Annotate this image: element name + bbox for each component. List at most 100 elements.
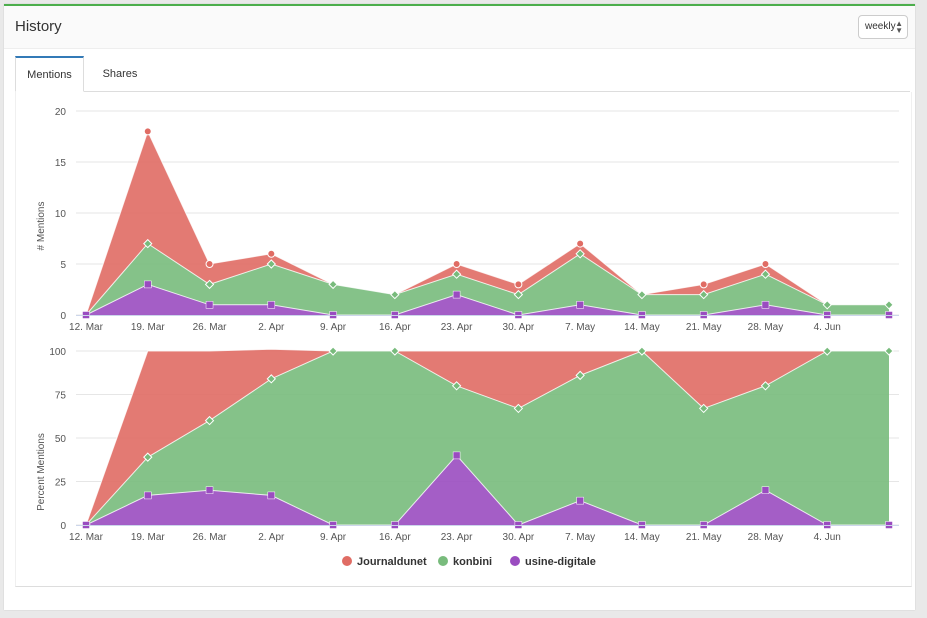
history-panel: History weekly ▲ ▼ Mentions Shares 0 5 10 15… [4, 4, 915, 610]
x-tick-label: 23. Apr [441, 322, 473, 333]
x-tick-label: 28. May [748, 322, 784, 333]
point-usine-digitale [452, 451, 461, 460]
x-tick-label: 21. May [686, 322, 722, 333]
line-konbini [85, 350, 889, 526]
point-konbini [451, 269, 462, 279]
x-tick-label: 9. Apr [320, 322, 347, 333]
y-tick-label: 100 [49, 347, 66, 358]
legend-marker-konbini [438, 556, 448, 566]
y-tick-label: 0 [60, 521, 66, 532]
x-tick-label: 2. Apr [258, 532, 285, 543]
line-journaldunet [85, 348, 889, 526]
tab-bar: Mentions Shares [15, 56, 910, 92]
panel-header: History weekly ▲ ▼ [4, 6, 915, 49]
y-tick-label: 25 [55, 478, 67, 489]
y-axis-label: # Mentions [36, 202, 47, 251]
point-konbini [698, 403, 709, 414]
point-journaldunet [143, 127, 152, 136]
point-konbini [204, 279, 215, 290]
point-konbini [637, 289, 647, 300]
point-konbini [513, 403, 524, 414]
point-usine-digitale [205, 486, 214, 494]
y-axis-label: Percent Mentions [36, 433, 47, 511]
point-konbini [575, 370, 585, 381]
point-usine-digitale [205, 301, 214, 309]
point-usine-digitale [452, 290, 461, 299]
point-konbini [698, 289, 709, 300]
point-journaldunet [205, 260, 214, 268]
x-tick-label: 2. Apr [258, 322, 285, 333]
point-usine-digitale [144, 280, 152, 289]
point-konbini [328, 346, 338, 356]
x-tick-label: 28. May [748, 532, 784, 543]
point-journaldunet [267, 249, 276, 258]
point-konbini [822, 300, 832, 310]
x-tick-label: 26. Mar [193, 532, 228, 543]
line-konbini [85, 242, 889, 316]
panel-title: History [15, 18, 62, 35]
point-konbini [884, 300, 894, 310]
point-konbini [328, 279, 338, 290]
area-journaldunet [86, 131, 889, 315]
legend-label-usine-digitale: usine-digitale [525, 556, 596, 568]
x-tick-label: 16. Apr [379, 322, 411, 333]
chart-container: 0 5 10 15 20 # Mentions 12. Mar 19. Mar 26. Mar 2… [15, 92, 912, 587]
point-usine-digitale [576, 301, 584, 309]
interval-select-value: weekly [865, 21, 896, 32]
point-konbini [760, 381, 771, 391]
line-journaldunet [85, 130, 889, 316]
line-usine-digitale [85, 454, 889, 526]
point-konbini [390, 346, 400, 356]
point-konbini [451, 381, 462, 391]
x-tick-label: 7. May [565, 322, 595, 333]
line-usine-digitale [85, 283, 889, 316]
x-tick-label: 12. Mar [69, 532, 104, 543]
y-tick-label: 10 [55, 209, 67, 220]
legend-label-konbini: konbini [453, 556, 492, 568]
tab-shares[interactable]: Shares [102, 68, 138, 80]
interval-select[interactable]: weekly ▲ ▼ [858, 15, 908, 39]
x-tick-label: 12. Mar [69, 322, 104, 333]
point-konbini [513, 289, 524, 300]
x-tick-label: 30. Apr [503, 532, 535, 543]
point-journaldunet [761, 260, 770, 268]
point-journaldunet [576, 239, 585, 248]
point-usine-digitale [267, 301, 276, 309]
point-usine-digitale [761, 486, 770, 494]
point-konbini [822, 346, 832, 356]
y-tick-label: 50 [55, 434, 67, 445]
point-konbini [266, 259, 277, 269]
legend-marker-journaldunet [342, 556, 352, 566]
point-usine-digitale [267, 491, 276, 500]
select-arrows-icon: ▲ ▼ [895, 19, 903, 35]
area-journaldunet [86, 349, 889, 525]
point-usine-digitale [144, 491, 152, 500]
x-tick-label: 4. Jun [814, 532, 841, 543]
y-tick-label: 5 [60, 260, 66, 271]
x-tick-label: 9. Apr [320, 532, 347, 543]
point-konbini [204, 415, 215, 426]
x-tick-label: 14. May [624, 532, 660, 543]
point-konbini [637, 346, 647, 356]
y-tick-label: 0 [60, 311, 66, 322]
point-journaldunet [514, 280, 523, 289]
history-chart: 0 5 10 15 20 # Mentions 12. Mar 19. Mar 26. Mar 2… [36, 107, 899, 568]
legend-marker-usine-digitale [510, 556, 520, 566]
point-konbini [143, 452, 153, 462]
point-konbini [266, 374, 277, 384]
point-konbini [575, 249, 585, 259]
area-konbini [86, 243, 889, 315]
x-tick-label: 19. Mar [131, 532, 166, 543]
x-tick-label: 23. Apr [441, 532, 473, 543]
x-tick-label: 30. Apr [503, 322, 535, 333]
point-journaldunet [699, 280, 708, 289]
legend-label-journaldunet: Journaldunet [357, 556, 427, 568]
x-tick-label: 16. Apr [379, 532, 411, 543]
point-konbini [390, 289, 400, 300]
y-tick-label: 15 [55, 158, 67, 169]
x-tick-label: 4. Jun [814, 322, 841, 333]
x-tick-label: 14. May [624, 322, 660, 333]
point-usine-digitale [576, 496, 584, 505]
tab-mentions[interactable]: Mentions [15, 56, 84, 92]
point-konbini [884, 346, 894, 356]
